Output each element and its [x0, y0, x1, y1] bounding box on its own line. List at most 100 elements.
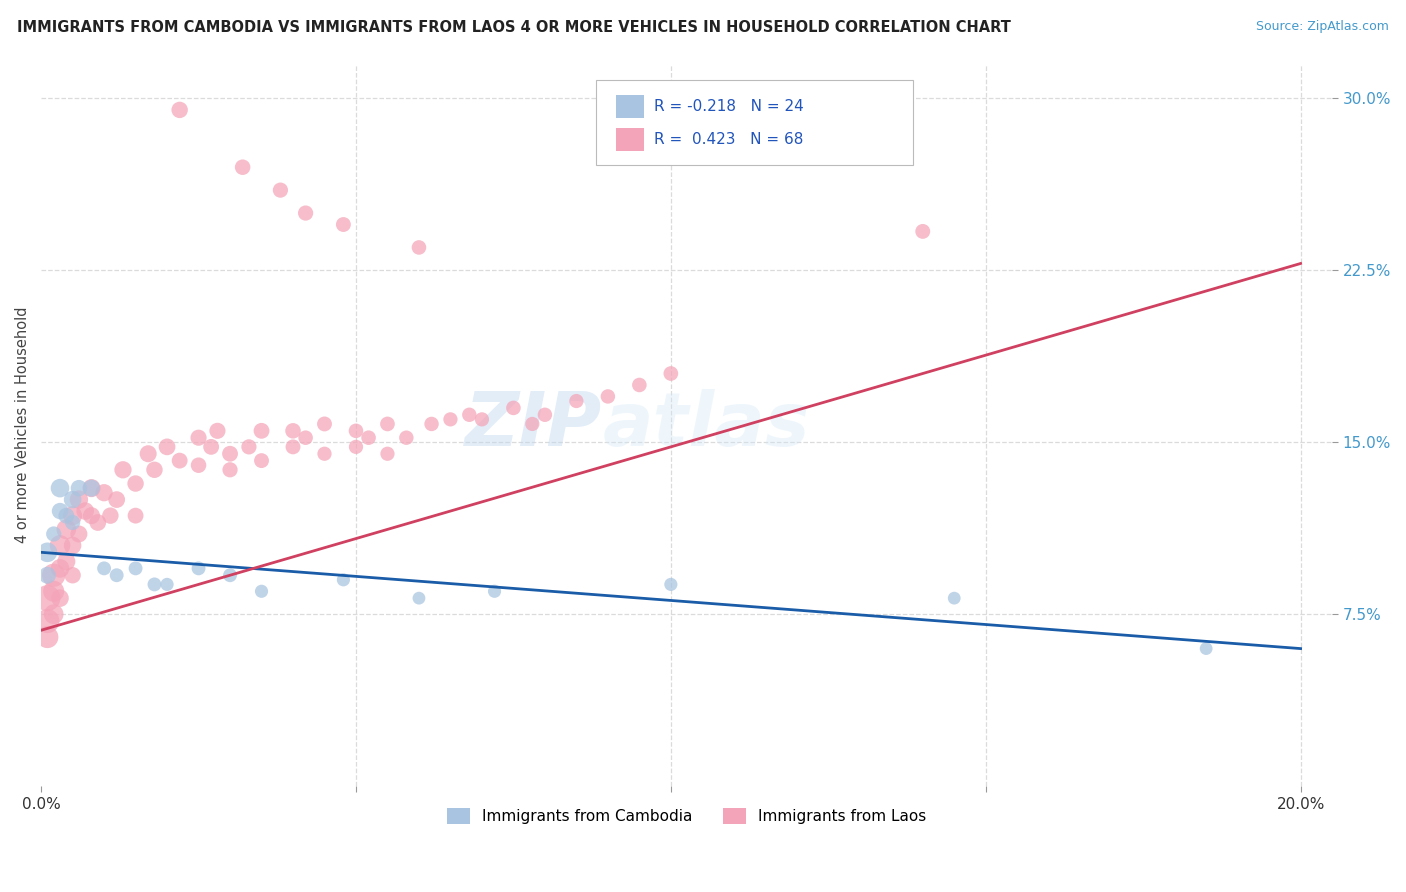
Point	[420, 417, 443, 431]
Point	[62, 538, 84, 552]
Point	[408, 591, 430, 606]
Point	[62, 492, 84, 507]
Point	[67, 527, 90, 541]
Y-axis label: 4 or more Vehicles in Household: 4 or more Vehicles in Household	[15, 307, 30, 543]
Point	[314, 417, 336, 431]
Point	[37, 568, 59, 582]
Point	[105, 492, 128, 507]
Point	[439, 412, 461, 426]
Point	[156, 440, 179, 454]
Text: atlas: atlas	[603, 389, 810, 461]
Point	[187, 431, 209, 445]
Text: ZIP: ZIP	[465, 389, 603, 461]
Point	[62, 508, 84, 523]
Point	[67, 481, 90, 495]
Point	[408, 240, 430, 254]
Point	[42, 607, 65, 622]
Point	[200, 440, 222, 454]
Point	[49, 591, 72, 606]
Point	[105, 568, 128, 582]
Point	[232, 160, 254, 174]
Point	[565, 394, 588, 409]
FancyBboxPatch shape	[616, 128, 644, 152]
Point	[458, 408, 481, 422]
Point	[659, 367, 682, 381]
Point	[332, 218, 354, 232]
Point	[49, 538, 72, 552]
Point	[269, 183, 291, 197]
Legend: Immigrants from Cambodia, Immigrants from Laos: Immigrants from Cambodia, Immigrants fro…	[440, 802, 932, 830]
Point	[49, 561, 72, 575]
Point	[344, 424, 367, 438]
Point	[93, 561, 115, 575]
Point	[596, 389, 619, 403]
Point	[169, 103, 191, 117]
Point	[332, 573, 354, 587]
Point	[250, 453, 273, 467]
Point	[80, 481, 103, 495]
Point	[207, 424, 229, 438]
Point	[62, 568, 84, 582]
Point	[522, 417, 544, 431]
Point	[124, 476, 146, 491]
Point	[80, 508, 103, 523]
Point	[219, 568, 242, 582]
Point	[281, 424, 304, 438]
Point	[169, 453, 191, 467]
Point	[37, 630, 59, 644]
Text: R = -0.218   N = 24: R = -0.218 N = 24	[654, 99, 804, 114]
Point	[187, 561, 209, 575]
Point	[124, 508, 146, 523]
Point	[943, 591, 966, 606]
Point	[911, 224, 934, 238]
Point	[250, 584, 273, 599]
FancyBboxPatch shape	[616, 95, 644, 119]
Point	[42, 527, 65, 541]
Point	[37, 591, 59, 606]
Point	[124, 561, 146, 575]
Point	[187, 458, 209, 473]
Point	[357, 431, 380, 445]
Point	[67, 492, 90, 507]
Point	[93, 485, 115, 500]
Text: Source: ZipAtlas.com: Source: ZipAtlas.com	[1256, 20, 1389, 33]
Point	[49, 481, 72, 495]
Point	[238, 440, 260, 454]
Point	[136, 447, 159, 461]
Point	[156, 577, 179, 591]
Point	[143, 577, 166, 591]
Point	[49, 504, 72, 518]
Point	[628, 378, 651, 392]
Point	[1195, 641, 1218, 656]
Point	[87, 516, 110, 530]
Point	[37, 545, 59, 559]
Point	[377, 447, 399, 461]
Point	[42, 584, 65, 599]
Point	[534, 408, 557, 422]
Point	[55, 522, 77, 536]
Point	[471, 412, 494, 426]
Point	[294, 206, 316, 220]
Point	[80, 481, 103, 495]
Point	[377, 417, 399, 431]
Point	[219, 463, 242, 477]
Point	[250, 424, 273, 438]
Point	[219, 447, 242, 461]
Point	[143, 463, 166, 477]
Point	[55, 554, 77, 568]
Point	[75, 504, 97, 518]
Point	[314, 447, 336, 461]
Point	[111, 463, 134, 477]
Point	[42, 568, 65, 582]
Point	[100, 508, 122, 523]
Point	[395, 431, 418, 445]
Text: IMMIGRANTS FROM CAMBODIA VS IMMIGRANTS FROM LAOS 4 OR MORE VEHICLES IN HOUSEHOLD: IMMIGRANTS FROM CAMBODIA VS IMMIGRANTS F…	[17, 20, 1011, 35]
Text: R =  0.423   N = 68: R = 0.423 N = 68	[654, 132, 804, 147]
Point	[344, 440, 367, 454]
Point	[502, 401, 524, 415]
Point	[37, 614, 59, 628]
Point	[62, 516, 84, 530]
Point	[484, 584, 506, 599]
Point	[281, 440, 304, 454]
Point	[55, 508, 77, 523]
